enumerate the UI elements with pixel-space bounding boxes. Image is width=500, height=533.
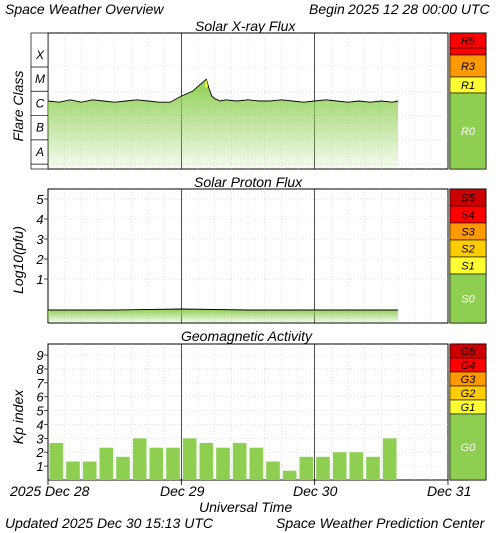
- g-scale-label-g4: G4: [461, 360, 476, 372]
- flare-class-c: C: [36, 96, 45, 110]
- r-scale-label-r1: R1: [461, 80, 475, 92]
- kp-bar: [116, 456, 130, 480]
- kp-ytick-2: 2: [35, 445, 44, 460]
- x-axis-label: Universal Time: [199, 499, 293, 515]
- r-scale-band-4: [449, 92, 487, 170]
- kp-bar: [382, 438, 397, 480]
- x-tick-dec29: Dec 29: [160, 483, 205, 499]
- geomag-title: Geomagnetic Activity: [181, 328, 312, 344]
- s-scale-label-s0: S0: [461, 294, 475, 306]
- kp-bar: [199, 442, 214, 480]
- flare-class-b: B: [36, 121, 44, 135]
- kp-bar: [299, 456, 314, 480]
- kp-bar: [332, 452, 347, 480]
- r-scale-label-r0: R0: [461, 126, 476, 138]
- proton-ytick-5: 5: [36, 192, 44, 207]
- g-scale-band-5: [449, 413, 487, 481]
- kp-bar: [99, 447, 114, 480]
- g-scale-label-g3: G3: [461, 374, 477, 386]
- kp-bar: [182, 438, 197, 480]
- r-scale-band-1: [449, 47, 487, 56]
- kp-bar: [266, 461, 280, 480]
- s-scale-label-s5: S5: [461, 193, 475, 205]
- updated-value: 2025 Dec 30 15:13 UTC: [62, 515, 213, 531]
- xray-title: Solar X-ray Flux: [195, 18, 296, 34]
- kp-ytick-8: 8: [36, 362, 44, 377]
- kp-ytick-4: 4: [36, 417, 43, 432]
- kp-bar: [282, 470, 297, 480]
- page-title: Space Weather Overview: [5, 1, 164, 17]
- r-scale-label-r3: R3: [461, 61, 476, 73]
- kp-ytick-3: 3: [36, 431, 44, 446]
- kp-ytick-5: 5: [36, 404, 44, 419]
- proton-ytick-1: 1: [36, 272, 43, 287]
- kp-bar: [166, 447, 180, 480]
- kp-ytick-7: 7: [36, 376, 44, 391]
- proton-ytick-4: 4: [36, 212, 43, 227]
- proton-ytick-2: 2: [35, 252, 44, 267]
- g-scale-label-g1: G1: [461, 402, 476, 414]
- s-scale-band-5: [449, 273, 487, 324]
- kp-bar: [249, 447, 264, 480]
- kp-bar: [49, 442, 64, 480]
- kp-bar: [366, 456, 380, 480]
- x-tick-dec31: Dec 31: [427, 483, 472, 499]
- source-label: Space Weather Prediction Center: [276, 515, 485, 531]
- kp-ytick-1: 1: [36, 459, 43, 474]
- kp-bar: [232, 442, 247, 480]
- proton-flux-line: [48, 308, 398, 311]
- kp-bar: [316, 456, 330, 480]
- xray-flux-line: [47, 78, 399, 103]
- kp-bar: [132, 438, 147, 480]
- x-tick-dec28: 2025 Dec 28: [10, 483, 90, 499]
- kp-bar: [149, 447, 164, 480]
- kp-bar: [66, 461, 80, 480]
- flare-class-m: M: [35, 72, 45, 86]
- g-scale-label-g2: G2: [461, 388, 476, 400]
- xray-peak-highlight: [204, 79, 208, 88]
- s-scale-label-s1: S1: [461, 261, 474, 273]
- g-scale-label-g0: G0: [461, 442, 477, 454]
- s-scale-label-s3: S3: [461, 227, 475, 239]
- flare-class-x: X: [35, 48, 45, 62]
- s-scale-label-s4: S4: [461, 210, 474, 222]
- updated-label: Updated: [5, 515, 58, 531]
- flare-class-a: A: [35, 145, 44, 159]
- x-tick-dec30: Dec 30: [293, 483, 338, 499]
- kp-ytick-6: 6: [36, 390, 44, 405]
- begin-label: Begin: [309, 1, 345, 17]
- kp-bar: [216, 447, 230, 480]
- s-scale-label-s2: S2: [461, 244, 474, 256]
- proton-flux-fill: [48, 309, 398, 323]
- panel-frame-2: [47, 343, 449, 481]
- kp-bar: [349, 452, 364, 480]
- proton-title: Solar Proton Flux: [194, 174, 303, 190]
- g-scale-label-g5: G5: [461, 346, 477, 358]
- begin-value: 2025 12 28 00:00 UTC: [348, 1, 490, 17]
- proton-ytick-3: 3: [36, 232, 44, 247]
- kp-bar: [82, 461, 97, 480]
- r-scale-label-r5: R5: [461, 36, 476, 48]
- kp-ytick-9: 9: [36, 348, 43, 363]
